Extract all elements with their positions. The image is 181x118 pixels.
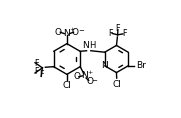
Text: H: H xyxy=(89,41,95,50)
Text: +: + xyxy=(87,70,93,75)
Text: F: F xyxy=(39,70,44,79)
Text: O: O xyxy=(72,28,79,37)
Text: O: O xyxy=(86,77,93,86)
Text: Cl: Cl xyxy=(62,81,71,90)
Text: F: F xyxy=(34,67,39,76)
Text: N: N xyxy=(101,61,108,70)
Text: F: F xyxy=(122,29,127,38)
Text: F: F xyxy=(116,24,120,33)
Text: Br: Br xyxy=(136,61,146,70)
Text: Cl: Cl xyxy=(112,80,121,89)
Text: N: N xyxy=(81,71,88,80)
Text: F: F xyxy=(34,59,39,68)
Text: N: N xyxy=(82,41,89,50)
Text: N: N xyxy=(64,29,70,38)
Text: +: + xyxy=(70,27,75,32)
Text: −: − xyxy=(78,28,84,34)
Text: F: F xyxy=(108,29,113,38)
Text: O: O xyxy=(73,72,80,81)
Text: O: O xyxy=(55,28,62,37)
Text: −: − xyxy=(92,78,98,84)
